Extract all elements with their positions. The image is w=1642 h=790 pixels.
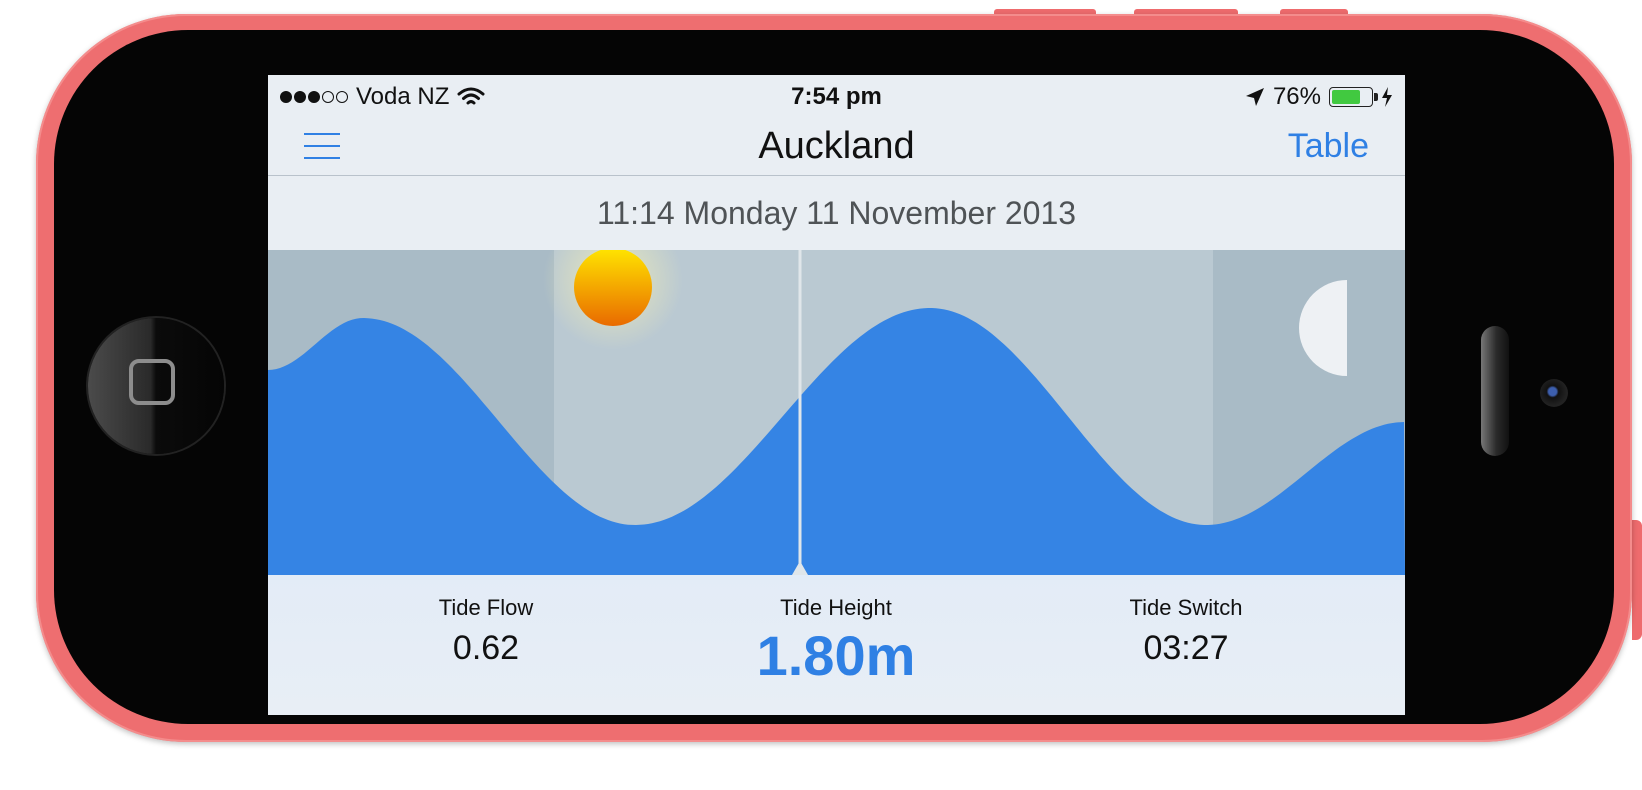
tide-height-value: 1.80m xyxy=(756,624,916,687)
device-power-button xyxy=(1632,520,1642,640)
sun-icon xyxy=(574,250,652,326)
location-arrow-icon xyxy=(1245,88,1264,106)
battery-icon xyxy=(1329,87,1378,107)
status-bar: Voda NZ 7:54 pm 76% xyxy=(268,75,1405,117)
page-title: Auckland xyxy=(758,125,915,167)
tide-readouts: Tide Flow 0.62 Tide Height 1.80m Tide Sw… xyxy=(268,575,1405,715)
home-square-icon xyxy=(129,359,175,405)
charging-bolt-icon xyxy=(1382,87,1392,107)
tide-flow-readout: Tide Flow 0.62 xyxy=(336,595,636,668)
battery-percent: 76% xyxy=(1272,83,1321,110)
device-volume-down-button xyxy=(1280,9,1348,17)
tide-switch-label: Tide Switch xyxy=(1129,595,1243,620)
menu-icon[interactable] xyxy=(304,133,340,159)
tide-flow-label: Tide Flow xyxy=(438,595,534,620)
status-right: 76% xyxy=(1245,83,1393,111)
battery-fill xyxy=(1332,90,1361,104)
carrier-name: Voda NZ xyxy=(356,83,450,110)
tide-flow-value: 0.62 xyxy=(452,629,520,667)
tide-wave xyxy=(268,308,1405,575)
home-button[interactable] xyxy=(88,318,224,454)
status-time: 7:54 pm xyxy=(791,83,882,110)
app-screen: Voda NZ 7:54 pm 76% Auckland Table xyxy=(268,75,1405,715)
nav-bar: Auckland Table xyxy=(268,117,1405,176)
date-header: 11:14 Monday 11 November 2013 xyxy=(596,195,1077,231)
half-moon-icon xyxy=(1299,280,1347,376)
tide-height-label: Tide Height xyxy=(780,595,892,620)
device-volume-up-button xyxy=(1134,9,1238,17)
status-left: Voda NZ xyxy=(280,83,485,111)
speaker-grille xyxy=(1481,326,1509,456)
front-camera xyxy=(1540,379,1568,407)
current-time-marker-icon xyxy=(792,561,808,575)
tide-chart[interactable] xyxy=(268,250,1405,575)
tide-height-readout: Tide Height 1.80m xyxy=(686,595,986,688)
device-side-button xyxy=(994,9,1096,17)
table-button[interactable]: Table xyxy=(1287,127,1369,165)
wifi-icon xyxy=(457,87,485,105)
tide-switch-value: 03:27 xyxy=(1143,629,1229,667)
signal-dots-icon xyxy=(280,91,348,103)
tide-switch-readout: Tide Switch 03:27 xyxy=(1036,595,1336,668)
